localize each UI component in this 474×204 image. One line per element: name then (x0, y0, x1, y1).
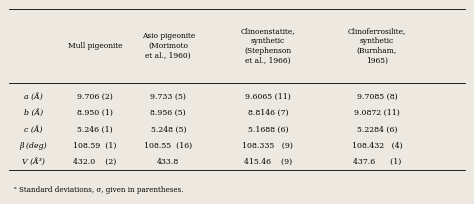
Text: 9.706 (2): 9.706 (2) (77, 93, 113, 101)
Text: 108.335   (9): 108.335 (9) (242, 142, 293, 150)
Text: a (Å): a (Å) (24, 93, 43, 101)
Text: 9.0872 (11): 9.0872 (11) (354, 109, 400, 117)
Text: Clinoferrosilite,
synthetic
(Burnham,
1965): Clinoferrosilite, synthetic (Burnham, 19… (347, 27, 406, 65)
Text: 5.1688 (6): 5.1688 (6) (247, 125, 288, 134)
Text: b (Å): b (Å) (24, 109, 43, 117)
Text: 9.733 (5): 9.733 (5) (150, 93, 186, 101)
Text: 8.8146 (7): 8.8146 (7) (247, 109, 288, 117)
Text: 432.0    (2): 432.0 (2) (73, 158, 117, 166)
Text: Clinoenstatite,
synthetic
(Stephenson
et al., 1966): Clinoenstatite, synthetic (Stephenson et… (240, 27, 295, 65)
Text: Asio pigeonite
(Morimoto
et al., 1960): Asio pigeonite (Morimoto et al., 1960) (142, 32, 195, 60)
Text: ᵃ Standard deviations, σ, given in parentheses.: ᵃ Standard deviations, σ, given in paren… (14, 186, 184, 194)
Text: 8.950 (1): 8.950 (1) (77, 109, 113, 117)
Text: 108.432   (4): 108.432 (4) (352, 142, 402, 150)
Text: 8.956 (5): 8.956 (5) (150, 109, 186, 117)
Text: 415.46    (9): 415.46 (9) (244, 158, 292, 166)
Text: 5.246 (1): 5.246 (1) (77, 125, 113, 134)
Text: 9.6065 (11): 9.6065 (11) (245, 93, 291, 101)
Text: V (Å³): V (Å³) (22, 158, 45, 166)
Text: 108.59  (1): 108.59 (1) (73, 142, 117, 150)
Text: 433.8: 433.8 (157, 158, 179, 166)
Text: 437.6      (1): 437.6 (1) (353, 158, 401, 166)
Text: 108.55  (16): 108.55 (16) (144, 142, 192, 150)
Text: Mull pigeonite: Mull pigeonite (68, 42, 122, 50)
Text: 5.248 (5): 5.248 (5) (151, 125, 186, 134)
Text: β (deg): β (deg) (19, 142, 47, 150)
Text: 9.7085 (8): 9.7085 (8) (356, 93, 397, 101)
Text: 5.2284 (6): 5.2284 (6) (356, 125, 397, 134)
Text: c (Å): c (Å) (24, 125, 43, 134)
